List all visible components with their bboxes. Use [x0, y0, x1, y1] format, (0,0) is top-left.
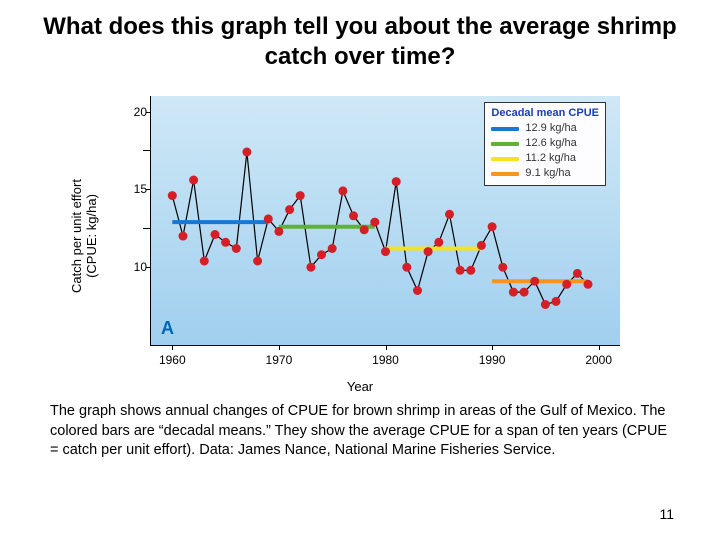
legend-row: 9.1 kg/ha — [491, 166, 599, 181]
chart-container: Catch per unit effort(CPUE: kg/ha) A Dec… — [90, 86, 630, 386]
legend-row: 12.6 kg/ha — [491, 136, 599, 151]
legend-row: 12.9 kg/ha — [491, 121, 599, 136]
x-tick-label: 1970 — [266, 353, 293, 367]
y-axis-label-text: Catch per unit effort(CPUE: kg/ha) — [69, 179, 99, 293]
x-axis-label: Year — [347, 379, 373, 394]
x-tick-label: 1960 — [159, 353, 186, 367]
slide: What does this graph tell you about the … — [0, 0, 720, 540]
legend-label: 12.6 kg/ha — [525, 136, 576, 151]
plot-area: A Decadal mean CPUE 12.9 kg/ha12.6 kg/ha… — [150, 96, 620, 346]
y-tick-label: 20 — [117, 105, 147, 119]
x-tick-label: 2000 — [585, 353, 612, 367]
legend-swatch — [491, 127, 519, 131]
slide-title: What does this graph tell you about the … — [40, 12, 680, 72]
caption: The graph shows annual changes of CPUE f… — [40, 402, 680, 461]
legend-title: Decadal mean CPUE — [491, 107, 599, 119]
legend-rows: 12.9 kg/ha12.6 kg/ha11.2 kg/ha9.1 kg/ha — [491, 121, 599, 181]
legend-label: 9.1 kg/ha — [525, 166, 570, 181]
legend: Decadal mean CPUE 12.9 kg/ha12.6 kg/ha11… — [484, 102, 606, 186]
legend-swatch — [491, 157, 519, 161]
legend-label: 11.2 kg/ha — [525, 151, 576, 166]
legend-row: 11.2 kg/ha — [491, 151, 599, 166]
legend-swatch — [491, 142, 519, 146]
page-number: 11 — [659, 506, 674, 522]
y-tick-label: 10 — [117, 260, 147, 274]
legend-label: 12.9 kg/ha — [525, 121, 576, 136]
panel-label: A — [161, 318, 174, 339]
x-tick-label: 1990 — [479, 353, 506, 367]
y-axis-label: Catch per unit effort(CPUE: kg/ha) — [69, 179, 99, 293]
legend-swatch — [491, 172, 519, 176]
x-tick-label: 1980 — [372, 353, 399, 367]
y-tick-label: 15 — [117, 182, 147, 196]
